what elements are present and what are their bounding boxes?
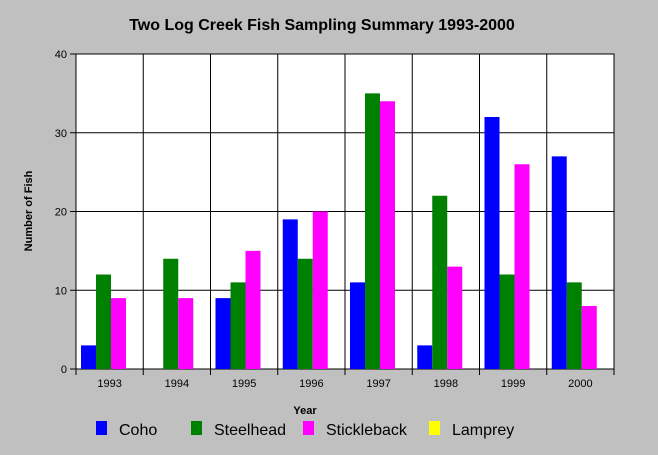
bar-coho-1997 [350,282,365,369]
bar-stickleback-2000 [581,306,597,369]
legend-swatch-stickleback [303,421,314,435]
y-tick-label: 0 [61,364,67,376]
bar-stickleback-1996 [312,211,328,369]
bar-steelhead-1998 [432,195,448,369]
x-tick-label: 1993 [97,378,121,390]
legend-label-lamprey: Lamprey [452,422,514,439]
chart-title: Two Log Creek Fish Sampling Summary 1993… [129,17,515,34]
bar-steelhead-1995 [230,282,246,369]
x-tick-label: 1994 [165,378,189,390]
bar-stickleback-1994 [178,298,194,369]
bar-steelhead-1996 [297,258,313,369]
legend-label-coho: Coho [119,422,157,439]
legend: Coho Steelhead Stickleback Lamprey [96,421,514,439]
bar-steelhead-1997 [365,93,380,369]
bar-coho-1995 [215,298,231,369]
x-tick-label: 1998 [434,378,458,390]
x-ticks: 1993 1994 1995 1996 1997 1998 1999 2000 [75,369,615,390]
bar-stickleback-1993 [111,298,126,369]
bar-stickleback-1998 [447,266,463,369]
bar-stickleback-1997 [380,101,395,369]
bar-steelhead-1994 [163,258,179,369]
y-tick-label: 40 [55,49,67,61]
y-tick-label: 20 [55,207,67,219]
bar-stickleback-1999 [514,164,530,369]
bar-steelhead-2000 [566,282,582,369]
y-tick-label: 30 [55,128,67,140]
bar-coho-1999 [484,117,500,369]
x-tick-label: 1997 [366,378,390,390]
legend-label-steelhead: Steelhead [214,422,286,439]
bar-steelhead-1999 [499,274,515,369]
legend-swatch-steelhead [191,421,202,435]
bar-coho-1993 [81,345,96,369]
bar-stickleback-1995 [245,250,261,369]
x-tick-label: 1999 [501,378,525,390]
bar-coho-1998 [417,345,433,369]
y-axis-label: Number of Fish [23,170,35,251]
y-tick-label: 10 [55,285,67,297]
x-tick-label: 1996 [299,378,323,390]
x-tick-label: 1995 [232,378,256,390]
legend-swatch-coho [96,421,107,435]
x-axis-label: Year [293,405,317,417]
bar-coho-1996 [282,219,298,369]
bar-steelhead-1993 [96,274,111,369]
bar-coho-2000 [551,156,567,369]
legend-label-stickleback: Stickleback [326,422,408,439]
bars [81,93,597,369]
x-tick-label: 2000 [568,378,592,390]
legend-swatch-lamprey [429,421,440,435]
y-ticks: 0 10 20 30 40 [55,49,76,376]
